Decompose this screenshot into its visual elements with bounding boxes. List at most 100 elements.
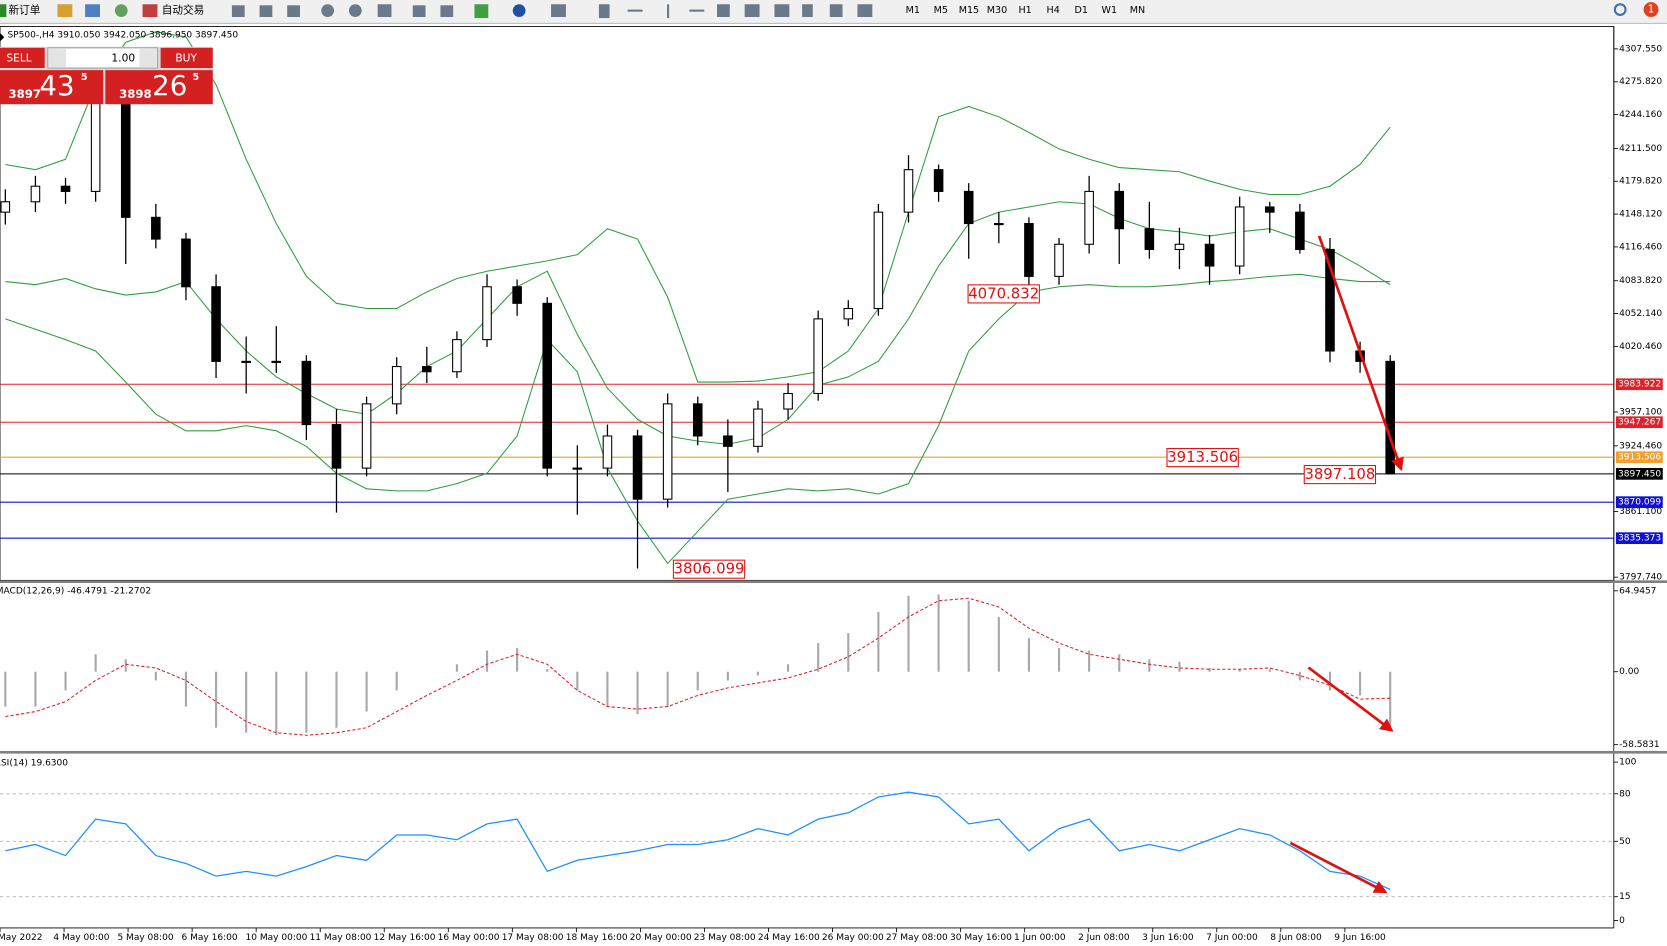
candle-body [1385, 360, 1395, 475]
y-tick-label: 0 [1619, 916, 1625, 926]
x-tick-label: 5 May 08:00 [117, 933, 173, 943]
sell-button[interactable] [0, 47, 45, 69]
icon[interactable] [259, 5, 273, 18]
icon[interactable] [57, 4, 73, 18]
icon[interactable] [598, 4, 610, 19]
y-tick-label: 3797.740 [1619, 573, 1662, 583]
bid-box[interactable] [0, 70, 104, 105]
lot-down[interactable] [48, 48, 66, 67]
price-annotation-box [967, 284, 1040, 304]
bollinger-band [5, 31, 1391, 383]
candle-body [813, 318, 823, 395]
x-tick-label: 1 Jun 00:00 [1014, 933, 1066, 943]
x-tick-label: 18 May 16:00 [566, 933, 628, 943]
icon[interactable] [114, 4, 128, 18]
icon[interactable] [0, 4, 7, 18]
candle-body [572, 467, 583, 470]
icon[interactable] [287, 5, 300, 18]
icon[interactable] [551, 4, 566, 18]
main-chart [0, 31, 1614, 569]
candle-body [1084, 190, 1094, 245]
icon[interactable] [321, 4, 335, 18]
icon[interactable] [627, 9, 643, 12]
price-tag [1615, 468, 1663, 480]
x-tick-label: 17 May 08:00 [502, 933, 564, 943]
icon[interactable] [802, 4, 813, 18]
trend-arrow [1317, 235, 1404, 472]
search-icon[interactable] [1613, 3, 1627, 16]
overlays: 4307.550 4275.820 4244.160 4211.500 4179.820… [0, 44, 1663, 943]
timeframe-button[interactable]: M15 [959, 5, 979, 16]
buy-button[interactable] [160, 47, 213, 69]
icon[interactable] [689, 9, 705, 12]
icon[interactable] [744, 4, 760, 18]
candle-body [301, 360, 312, 426]
timeframe-button[interactable]: M30 [987, 5, 1007, 16]
timeframe-button[interactable]: M1 [906, 5, 920, 16]
icon[interactable] [774, 4, 790, 18]
icon[interactable] [474, 4, 489, 19]
icon[interactable] [512, 4, 526, 18]
icon[interactable] [717, 4, 730, 18]
price-annotation-box [672, 559, 746, 579]
candle-body [1325, 248, 1335, 352]
buy-label: BUY [175, 51, 197, 64]
candle-body [1234, 206, 1245, 267]
x-tick-label: 8 Jun 08:00 [1270, 933, 1322, 943]
candle-body [331, 424, 342, 469]
trend-arrow [1289, 841, 1388, 894]
timeframe-button[interactable]: W1 [1102, 5, 1118, 16]
price-tag [1615, 416, 1663, 429]
icon[interactable] [857, 4, 873, 18]
icon[interactable] [231, 5, 245, 18]
timeframe-button[interactable]: M5 [934, 5, 948, 16]
notification-badge[interactable] [1643, 2, 1659, 18]
icon[interactable] [829, 4, 843, 18]
icon[interactable] [412, 5, 426, 18]
new-order-button[interactable]: 新订单 [9, 4, 41, 17]
x-tick-label: 6 May 16:00 [181, 933, 237, 943]
panel-separator [0, 750, 1667, 754]
timeframe-button[interactable]: D1 [1075, 5, 1088, 16]
badge-count: 1 [1648, 3, 1655, 16]
x-tick-label: 2 Jun 08:00 [1078, 933, 1130, 943]
timeframe-button[interactable]: H1 [1018, 5, 1031, 16]
candle-body [30, 185, 41, 203]
timeframe-button[interactable]: H4 [1047, 5, 1060, 16]
icon[interactable] [377, 4, 392, 18]
ask-box[interactable] [105, 70, 213, 105]
candle-body [181, 238, 191, 288]
chart-header: SP500-,H4 3910.050 3942.050 3896.950 389… [7, 31, 238, 41]
y-tick-label: 100 [1619, 758, 1636, 768]
x-tick-label: 30 May 16:00 [950, 933, 1012, 943]
bid-frac: 5 [81, 72, 88, 83]
price-tag-label: 3835.373 [1618, 534, 1661, 544]
timeframe-button[interactable]: MN [1130, 5, 1145, 16]
price-annotation: 3897.108 [1304, 465, 1375, 483]
rsi-line [5, 791, 1391, 890]
lot-up[interactable] [139, 48, 157, 67]
candle-body [1054, 243, 1064, 277]
candle-body [120, 95, 131, 218]
icon[interactable] [85, 4, 100, 18]
icon[interactable] [440, 5, 454, 18]
icon[interactable] [142, 4, 158, 18]
autotrade-button[interactable]: 自动交易 [162, 4, 205, 17]
candle-body [873, 211, 884, 310]
candle-body [753, 408, 763, 447]
lot-input[interactable] [47, 47, 158, 69]
candle-body [151, 216, 161, 240]
icon[interactable] [348, 4, 362, 18]
candle-body [783, 392, 793, 410]
x-tick-label: 4 May 00:00 [53, 933, 109, 943]
candle-body [512, 286, 522, 304]
candle-body [602, 435, 613, 469]
icon[interactable] [667, 4, 670, 19]
price-tag-label: 3870.099 [1618, 498, 1661, 508]
price-annotation-box [1303, 465, 1377, 485]
candle-body [60, 185, 71, 192]
price-annotation: 4070.832 [968, 284, 1039, 302]
candle-body [452, 339, 462, 373]
candle-body [632, 435, 643, 500]
